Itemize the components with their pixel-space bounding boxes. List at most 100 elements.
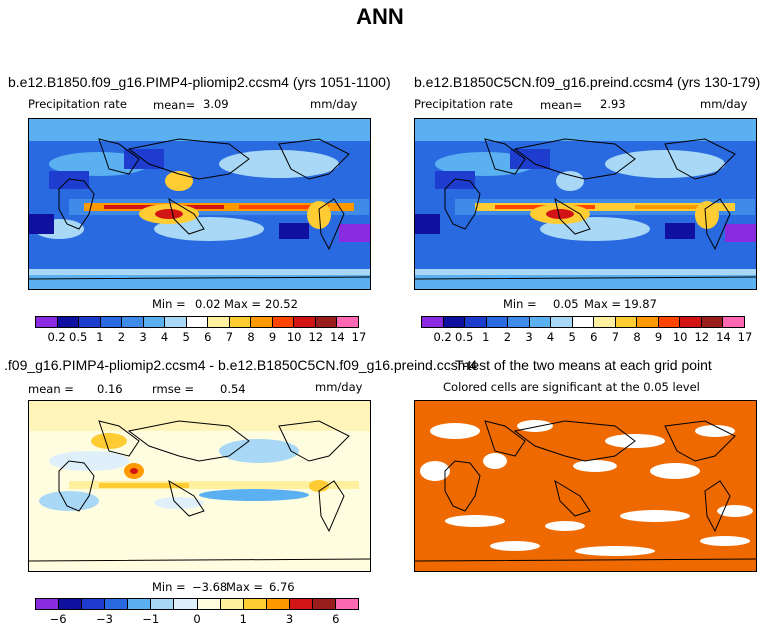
colorbar-tick-label: 3 [285,612,294,626]
colorbar-swatch [208,317,230,327]
colorbar-tick-label: 0.2 [433,330,452,344]
colorbar-swatch [266,599,290,609]
colorbar-tick-label: 17 [351,330,367,344]
colorbar-tick-label: 0 [193,612,201,626]
panel1-colorbar [35,316,359,328]
colorbar-swatch [122,317,144,327]
colorbar-swatch [658,317,681,327]
colorbar-tick-label: 5 [568,330,576,344]
colorbar-tick-label: 17 [737,330,753,344]
colorbar-swatch [551,317,573,327]
colorbar-swatch [143,317,166,327]
panel1-min-value: 0.02 [195,297,221,311]
colorbar-swatch [229,317,252,327]
colorbar-swatch [508,317,530,327]
colorbar-swatch [105,599,129,609]
colorbar-tick-label: 6 [590,330,598,344]
panel3-units: mm/day [315,380,363,394]
colorbar-tick-label: 6 [332,612,340,626]
colorbar-tick-label: 12 [694,330,710,344]
colorbar-swatch [422,317,444,327]
colorbar-swatch [723,317,744,327]
colorbar-tick-label: 4 [546,330,555,344]
panel1-max-value: 20.52 [265,297,298,311]
panel1-case-title: b.e12.B1850.f09_g16.PIMP4-pliomip2.ccsm4… [8,74,391,90]
colorbar-swatch [312,599,337,609]
panel2-mean-value: 2.93 [600,97,626,111]
panel3-max-label: Max = [226,580,264,594]
colorbar-swatch [165,317,187,327]
colorbar-swatch [315,317,338,327]
panel4-ttest-map [414,400,757,572]
colorbar-swatch [251,317,273,327]
colorbar-swatch [294,317,316,327]
colorbar-tick-label: −3 [95,612,113,626]
colorbar-swatch [443,317,466,327]
panel1-variable: Precipitation rate [28,97,127,111]
colorbar-swatch [272,317,295,327]
panel3-rmse-value: 0.54 [220,382,246,396]
panel2-min-label: Min = [503,297,537,311]
colorbar-swatch [486,317,509,327]
colorbar-swatch [337,317,358,327]
colorbar-tick-label: 2 [503,330,512,344]
colorbar-swatch [186,317,209,327]
colorbar-tick-label: 0.2 [47,330,66,344]
colorbar-tick-label: 3 [525,330,533,344]
colorbar-tick-label: 9 [654,330,663,344]
colorbar-swatch [197,599,221,609]
panel3-colorbar [35,598,359,610]
panel3-mean-value: 0.16 [97,382,123,396]
panel1-precip-map [28,118,371,290]
colorbar-swatch [59,599,83,609]
colorbar-tick-label: −6 [49,612,67,626]
colorbar-swatch [82,599,106,609]
colorbar-swatch [128,599,152,609]
colorbar-tick-label: 1 [239,612,247,626]
panel2-case-title: b.e12.B1850C5CN.f09_g16.preind.ccsm4 (yr… [414,74,760,90]
figure-title: ANN [356,4,404,29]
colorbar-swatch [572,317,595,327]
colorbar-swatch [701,317,724,327]
colorbar-tick-label: 5 [182,330,190,344]
panel2-min-value: 0.05 [553,297,579,311]
colorbar-tick-label: 10 [286,330,302,344]
colorbar-tick-label: 14 [330,330,345,344]
panel2-variable: Precipitation rate [414,97,513,111]
colorbar-tick-label: 1 [96,330,104,344]
colorbar-tick-label: −1 [142,612,160,626]
panel3-min-label: Min = [152,580,186,594]
colorbar-tick-label: 1 [482,330,490,344]
panel1-min-label: Min = [152,297,186,311]
colorbar-swatch [220,599,244,609]
colorbar-tick-label: 7 [225,330,234,344]
panel3-mean-label: mean = [28,382,74,396]
colorbar-tick-label: 2 [117,330,126,344]
panel2-precip-map [414,118,757,290]
colorbar-swatch [465,317,487,327]
panel2-colorbar [421,316,745,328]
colorbar-tick-label: 0.5 [455,330,474,344]
panel4-title: T-test of the two means at each grid poi… [455,357,712,373]
colorbar-swatch [36,599,60,609]
panel3-min-value: −3.68 [192,580,228,594]
colorbar-swatch [615,317,638,327]
panel1-units: mm/day [310,97,358,111]
colorbar-swatch [174,599,198,609]
colorbar-tick-label: 9 [268,330,277,344]
panel3-max-value: 6.76 [269,580,295,594]
colorbar-tick-label: 10 [672,330,688,344]
colorbar-tick-label: 7 [611,330,620,344]
panel1-max-label: Max = [224,297,262,311]
colorbar-tick-label: 4 [160,330,169,344]
colorbar-swatch [151,599,175,609]
colorbar-swatch [637,317,659,327]
colorbar-swatch [100,317,123,327]
panel2-units: mm/day [700,97,748,111]
colorbar-swatch [529,317,552,327]
colorbar-swatch [79,317,101,327]
colorbar-tick-label: 8 [247,330,255,344]
colorbar-swatch [57,317,80,327]
panel2-max-label: Max = [584,297,622,311]
panel3-diff-map [28,400,371,572]
